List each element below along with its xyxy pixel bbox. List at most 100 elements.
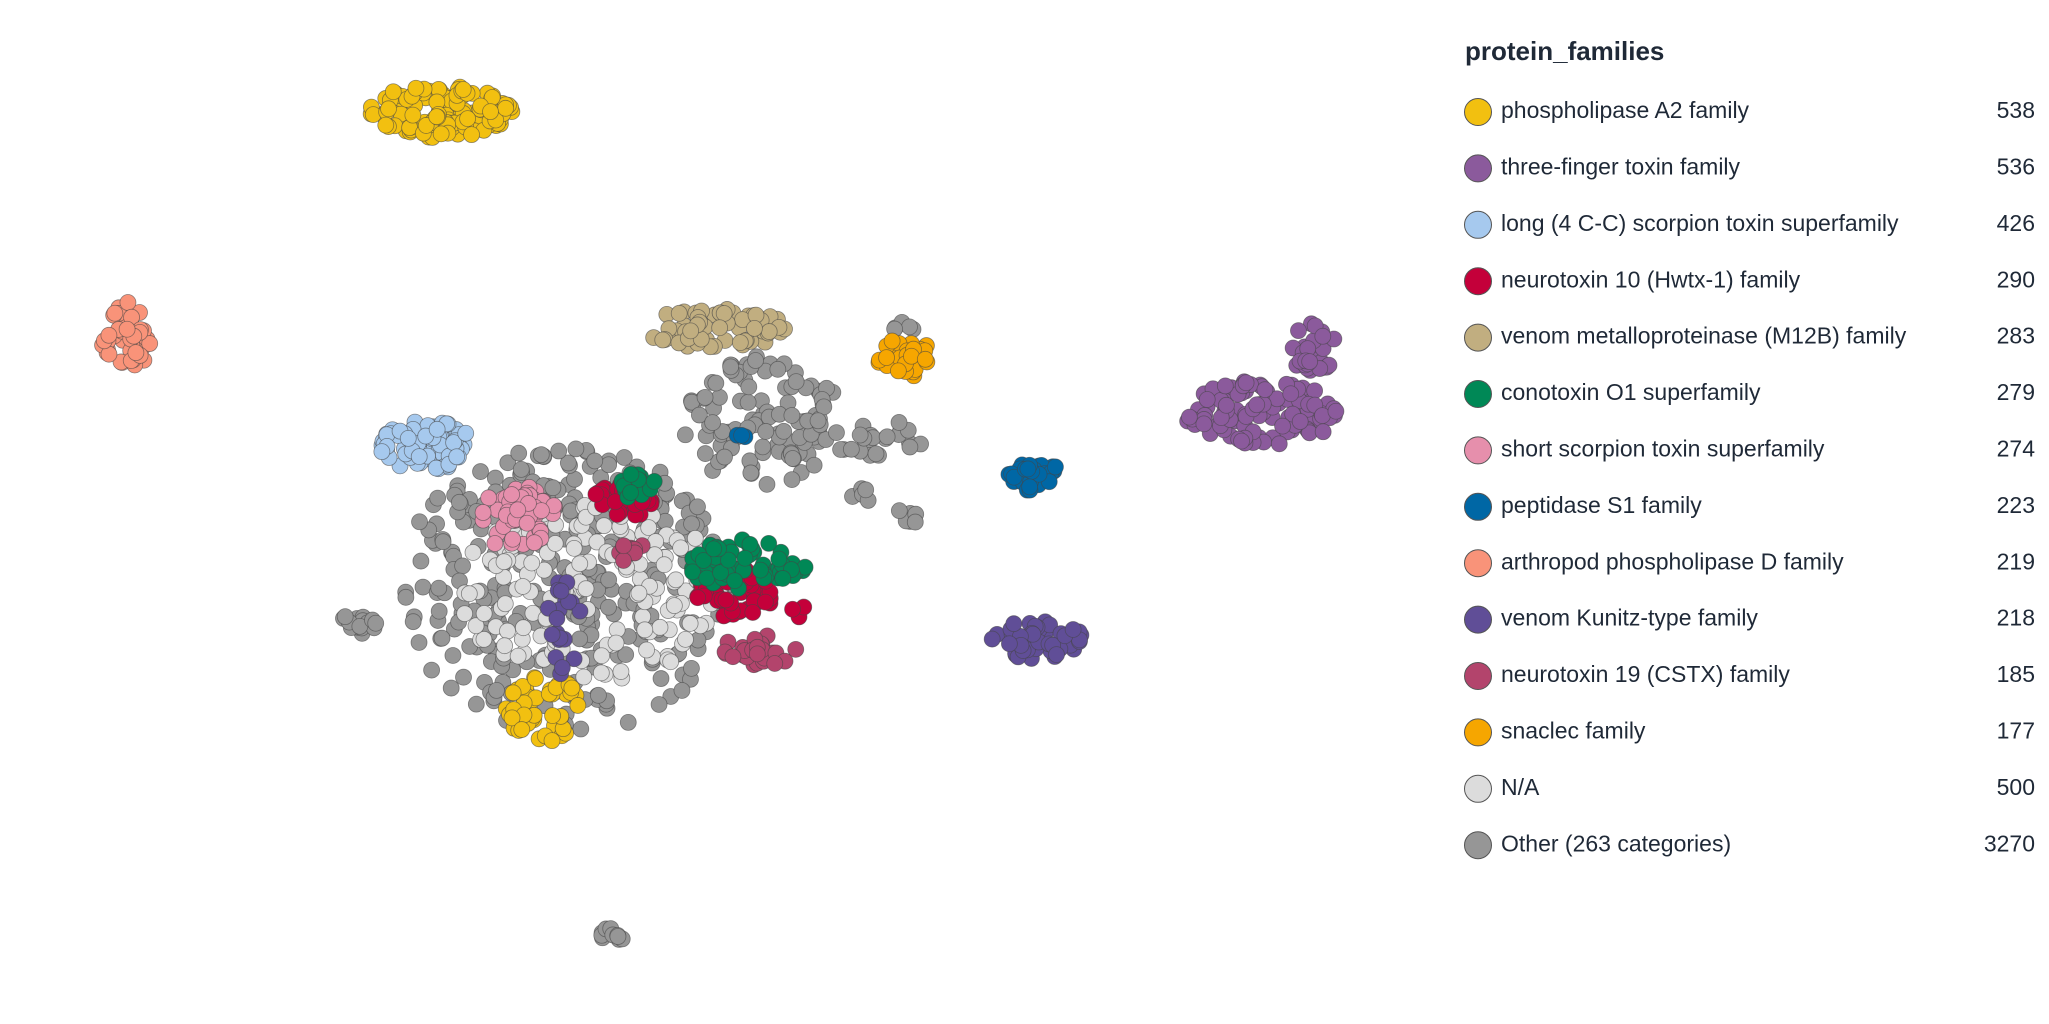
legend-count: 290 (1997, 266, 2035, 292)
legend-item[interactable]: venom Kunitz-type family 218 (1464, 605, 2036, 634)
point (684, 563, 701, 581)
point (722, 358, 740, 376)
point (681, 615, 699, 632)
point (760, 323, 778, 340)
point (448, 448, 466, 466)
legend-label: phospholipase A2 family (1501, 97, 1750, 123)
point (513, 721, 531, 738)
point (748, 645, 766, 663)
point (475, 605, 493, 622)
point (407, 79, 425, 97)
point (367, 614, 385, 632)
legend-swatch (1464, 774, 1492, 803)
legend-item[interactable]: arthropod phospholipase D family 219 (1464, 548, 2036, 578)
point (575, 668, 593, 686)
legend-count: 219 (1997, 548, 2035, 574)
point (670, 304, 688, 322)
point (673, 682, 691, 699)
point (1314, 327, 1332, 345)
point (1248, 396, 1266, 414)
point (867, 445, 885, 463)
legend-label: peptidase S1 family (1501, 492, 1702, 518)
scatter-plot (94, 78, 1345, 948)
legend-item[interactable]: N/A 500 (1464, 774, 2036, 803)
point (434, 533, 452, 551)
point (464, 544, 482, 561)
point (711, 388, 728, 406)
legend-item[interactable]: neurotoxin 10 (Hwtx-1) family 290 (1464, 266, 2036, 296)
point (454, 81, 472, 98)
point (497, 99, 514, 117)
point (705, 540, 723, 558)
point (600, 598, 617, 616)
point (454, 557, 471, 575)
point (553, 659, 571, 676)
legend-swatch (1464, 98, 1492, 126)
legend-item[interactable]: conotoxin O1 superfamily 279 (1464, 379, 2036, 408)
point (429, 489, 447, 507)
point (1198, 391, 1216, 408)
point (460, 585, 478, 603)
legend-item[interactable]: phospholipase A2 family 538 (1464, 97, 2036, 126)
legend-count: 177 (1997, 717, 2035, 743)
point (571, 555, 589, 573)
point (747, 352, 764, 369)
point (430, 602, 448, 620)
point (377, 116, 395, 134)
point (766, 655, 784, 672)
point (744, 604, 762, 621)
point (651, 618, 669, 636)
legend-label: neurotoxin 10 (Hwtx-1) family (1501, 266, 1801, 292)
point (770, 550, 788, 568)
legend-count: 283 (1997, 323, 2035, 349)
point (878, 349, 895, 367)
point (527, 670, 544, 688)
point (457, 424, 475, 442)
point (717, 591, 735, 609)
point (543, 732, 561, 750)
point (609, 928, 627, 945)
legend-item[interactable]: snaclec family 177 (1464, 717, 2036, 747)
point (523, 554, 541, 572)
point (690, 406, 708, 424)
legend-item[interactable]: short scorpion toxin superfamily 274 (1464, 435, 2036, 465)
point (590, 686, 607, 704)
point (1327, 402, 1345, 420)
point (1291, 413, 1309, 430)
point (645, 473, 663, 490)
legend-title: protein_families (1465, 36, 1664, 66)
legend-item[interactable]: peptidase S1 family 223 (1464, 492, 2036, 521)
legend-swatch (1464, 267, 1492, 296)
legend-item[interactable]: venom metalloproteinase (M12B) family 283 (1464, 323, 2036, 352)
point (442, 679, 460, 697)
point (565, 650, 583, 668)
legend-swatch (1464, 323, 1492, 352)
point (548, 610, 566, 627)
legend-item[interactable]: long (4 C-C) scorpion toxin superfamily 4… (1464, 210, 2036, 239)
point (535, 561, 553, 579)
legend-swatch (1464, 718, 1492, 747)
legend-item[interactable]: Other (263 categories) 3270 (1464, 830, 2036, 860)
legend-swatch (1464, 605, 1492, 634)
point (544, 479, 562, 497)
point (475, 630, 493, 648)
legend-item[interactable]: neurotoxin 19 (CSTX) family 185 (1464, 661, 2036, 690)
legend-label: three-finger toxin family (1501, 153, 1741, 179)
point (1195, 415, 1213, 433)
point (1256, 381, 1274, 399)
point (509, 501, 527, 519)
legend-swatch (1464, 831, 1492, 860)
point (397, 588, 415, 606)
legend-count: 500 (1997, 774, 2035, 800)
legend-label: long (4 C-C) scorpion toxin superfamily (1501, 210, 1899, 236)
point (652, 670, 670, 687)
point (1180, 408, 1198, 426)
point (689, 589, 707, 607)
point (901, 318, 918, 336)
point (532, 446, 550, 464)
legend-item[interactable]: three-finger toxin family 536 (1464, 153, 2036, 183)
point (509, 647, 527, 665)
point (572, 720, 590, 738)
